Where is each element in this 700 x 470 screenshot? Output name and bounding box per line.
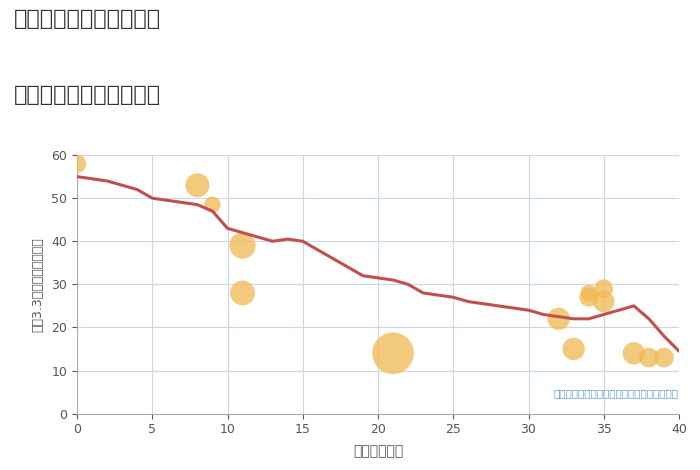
- Point: [658, 354, 669, 361]
- Point: [388, 350, 399, 357]
- Point: [192, 181, 203, 189]
- Y-axis label: 坪（3.3㎡）単価（万円）: 坪（3.3㎡）単価（万円）: [32, 237, 44, 332]
- Point: [583, 293, 594, 301]
- Text: 築年数別中古戸建て価格: 築年数別中古戸建て価格: [14, 85, 161, 105]
- Text: 円の大きさは、取引のあった物件面積を示す: 円の大きさは、取引のあった物件面積を示す: [554, 388, 679, 398]
- Point: [553, 315, 564, 322]
- Point: [207, 201, 218, 208]
- Text: 三重県鈴鹿市自由ヶ丘の: 三重県鈴鹿市自由ヶ丘の: [14, 9, 161, 30]
- Point: [598, 298, 609, 306]
- Point: [71, 160, 83, 167]
- Point: [568, 345, 580, 352]
- Point: [237, 242, 248, 249]
- Point: [598, 285, 609, 292]
- Point: [643, 354, 655, 361]
- Point: [237, 289, 248, 297]
- Point: [583, 289, 594, 297]
- Point: [629, 350, 640, 357]
- X-axis label: 築年数（年）: 築年数（年）: [353, 445, 403, 459]
